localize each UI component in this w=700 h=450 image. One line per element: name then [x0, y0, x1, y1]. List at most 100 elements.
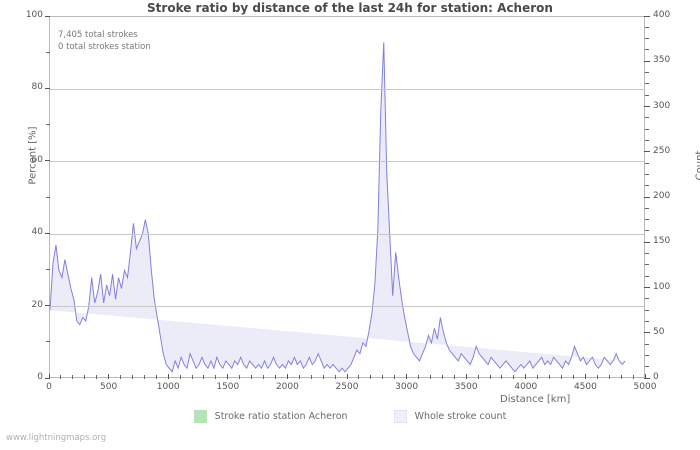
y-axis-left-tick: [45, 160, 50, 162]
x-axis-tick-label: 1500: [216, 382, 240, 392]
y-axis-right-tick: [644, 287, 650, 288]
y-axis-right-tick-label: 250: [653, 145, 671, 156]
y-axis-right-minor-tick: [645, 83, 649, 85]
x-axis-title: Distance [km]: [500, 394, 571, 405]
y-axis-right-tick: [644, 377, 650, 379]
y-axis-left-tick-label: 60: [31, 154, 43, 165]
y-axis-left-tick: [45, 305, 50, 307]
y-axis-right-minor-tick: [645, 264, 649, 266]
legend-label-whole-stroke-count: Whole stroke count: [414, 411, 507, 422]
x-axis-minor-tick: [96, 375, 98, 379]
x-axis-minor-tick: [549, 375, 551, 379]
annotation-total-strokes: 7,405 total strokes: [58, 30, 138, 40]
y-axis-right-minor-tick: [645, 162, 649, 164]
x-axis-minor-tick: [203, 375, 205, 379]
y-axis-right-minor-tick: [645, 207, 649, 209]
y-axis-right-tick-label: 150: [653, 236, 671, 247]
y-axis-right-minor-tick: [645, 343, 649, 345]
y-axis-right-minor-tick: [645, 275, 649, 277]
x-axis-minor-tick: [453, 375, 455, 379]
y-axis-left-tick-label: 0: [37, 372, 43, 382]
y-axis-right-minor-tick: [645, 309, 649, 311]
x-axis-tick: [465, 374, 467, 379]
x-axis-minor-tick: [429, 375, 431, 379]
y-axis-left-tick-label: 80: [31, 82, 43, 93]
series-area-whole-stroke-count: [50, 42, 626, 372]
x-axis-minor-tick: [155, 375, 157, 379]
x-axis-minor-tick: [60, 375, 62, 379]
x-axis-tick: [644, 374, 646, 379]
x-axis-tick: [584, 374, 586, 379]
y-axis-right-minor-tick: [645, 128, 649, 130]
x-axis-tick-label: 2000: [275, 382, 299, 392]
y-axis-right-minor-tick: [645, 366, 649, 368]
x-axis-minor-tick: [418, 375, 420, 379]
x-axis-minor-tick: [537, 375, 539, 379]
legend-swatch-whole-stroke-count: [393, 410, 407, 423]
chart-legend: Stroke ratio station Acheron Whole strok…: [0, 410, 700, 423]
x-axis-tick: [346, 374, 348, 379]
y-axis-left-tick: [45, 15, 50, 17]
y-axis-right-minor-tick: [645, 185, 649, 187]
annotation-total-strokes-station: 0 total strokes station: [58, 42, 151, 52]
y-axis-right-minor-tick: [645, 173, 649, 175]
y-axis-right-minor-tick: [645, 298, 649, 300]
y-axis-right-title: Count: [694, 150, 700, 181]
y-axis-right-minor-tick: [645, 320, 649, 322]
y-axis-left-tick-label: 100: [25, 10, 43, 20]
x-axis-minor-tick: [370, 375, 372, 379]
x-axis-minor-tick: [143, 375, 145, 379]
x-axis-tick-label: 1000: [156, 382, 180, 392]
x-axis-minor-tick: [441, 375, 443, 379]
x-axis-minor-tick: [358, 375, 360, 379]
y-axis-right-minor-tick: [645, 117, 649, 119]
x-axis-minor-tick: [251, 375, 253, 379]
chart-title: Stroke ratio by distance of the last 24h…: [147, 1, 553, 15]
x-axis-minor-tick: [191, 375, 193, 379]
plot-area: [49, 16, 645, 378]
series-line-whole-stroke-count: [50, 42, 625, 371]
x-axis-minor-tick: [334, 375, 336, 379]
x-axis-tick-label: 3500: [454, 382, 478, 392]
y-axis-right-minor-tick: [645, 219, 649, 221]
y-axis-left-tick: [45, 377, 50, 379]
x-axis-minor-tick: [608, 375, 610, 379]
x-axis-minor-tick: [501, 375, 503, 379]
y-axis-right-minor-tick: [645, 49, 649, 51]
x-axis-minor-tick: [215, 375, 217, 379]
x-axis-minor-tick: [513, 375, 515, 379]
x-axis-minor-tick: [72, 375, 74, 379]
y-axis-left-tick: [45, 232, 50, 234]
y-axis-right-tick-label: 200: [653, 191, 671, 201]
y-axis-right-minor-tick: [645, 354, 649, 356]
x-axis-minor-tick: [120, 375, 122, 379]
x-axis-tick: [167, 374, 169, 379]
x-axis-minor-tick: [632, 375, 634, 379]
y-axis-left-minor-tick: [46, 124, 50, 126]
y-axis-right-tick: [644, 60, 650, 62]
gridline-horizontal: [50, 161, 644, 163]
y-axis-right-tick: [644, 241, 650, 243]
x-axis-tick-label: 500: [100, 382, 118, 392]
footer-watermark: www.lightningmaps.org: [6, 433, 107, 443]
y-axis-right-tick-label: 0: [653, 372, 659, 382]
x-axis-minor-tick: [131, 375, 133, 379]
y-axis-right-tick: [644, 151, 650, 153]
y-axis-right-tick-label: 50: [653, 326, 665, 337]
x-axis-tick-label: 2500: [335, 382, 359, 392]
y-axis-left-minor-tick: [46, 341, 50, 343]
legend-item-whole-stroke-count: Whole stroke count: [393, 410, 507, 423]
gridline-horizontal: [50, 88, 644, 90]
y-axis-right-minor-tick: [645, 139, 649, 141]
x-axis-minor-tick: [298, 375, 300, 379]
y-axis-left-minor-tick: [46, 196, 50, 198]
legend-swatch-stroke-ratio: [193, 410, 207, 423]
x-axis-tick: [108, 374, 110, 379]
x-axis-tick: [227, 374, 229, 379]
y-axis-right-tick: [644, 106, 650, 107]
x-axis-tick-label: 0: [46, 382, 52, 392]
x-axis-minor-tick: [84, 375, 86, 379]
x-axis-minor-tick: [394, 375, 396, 379]
y-axis-left-tick: [45, 87, 50, 89]
